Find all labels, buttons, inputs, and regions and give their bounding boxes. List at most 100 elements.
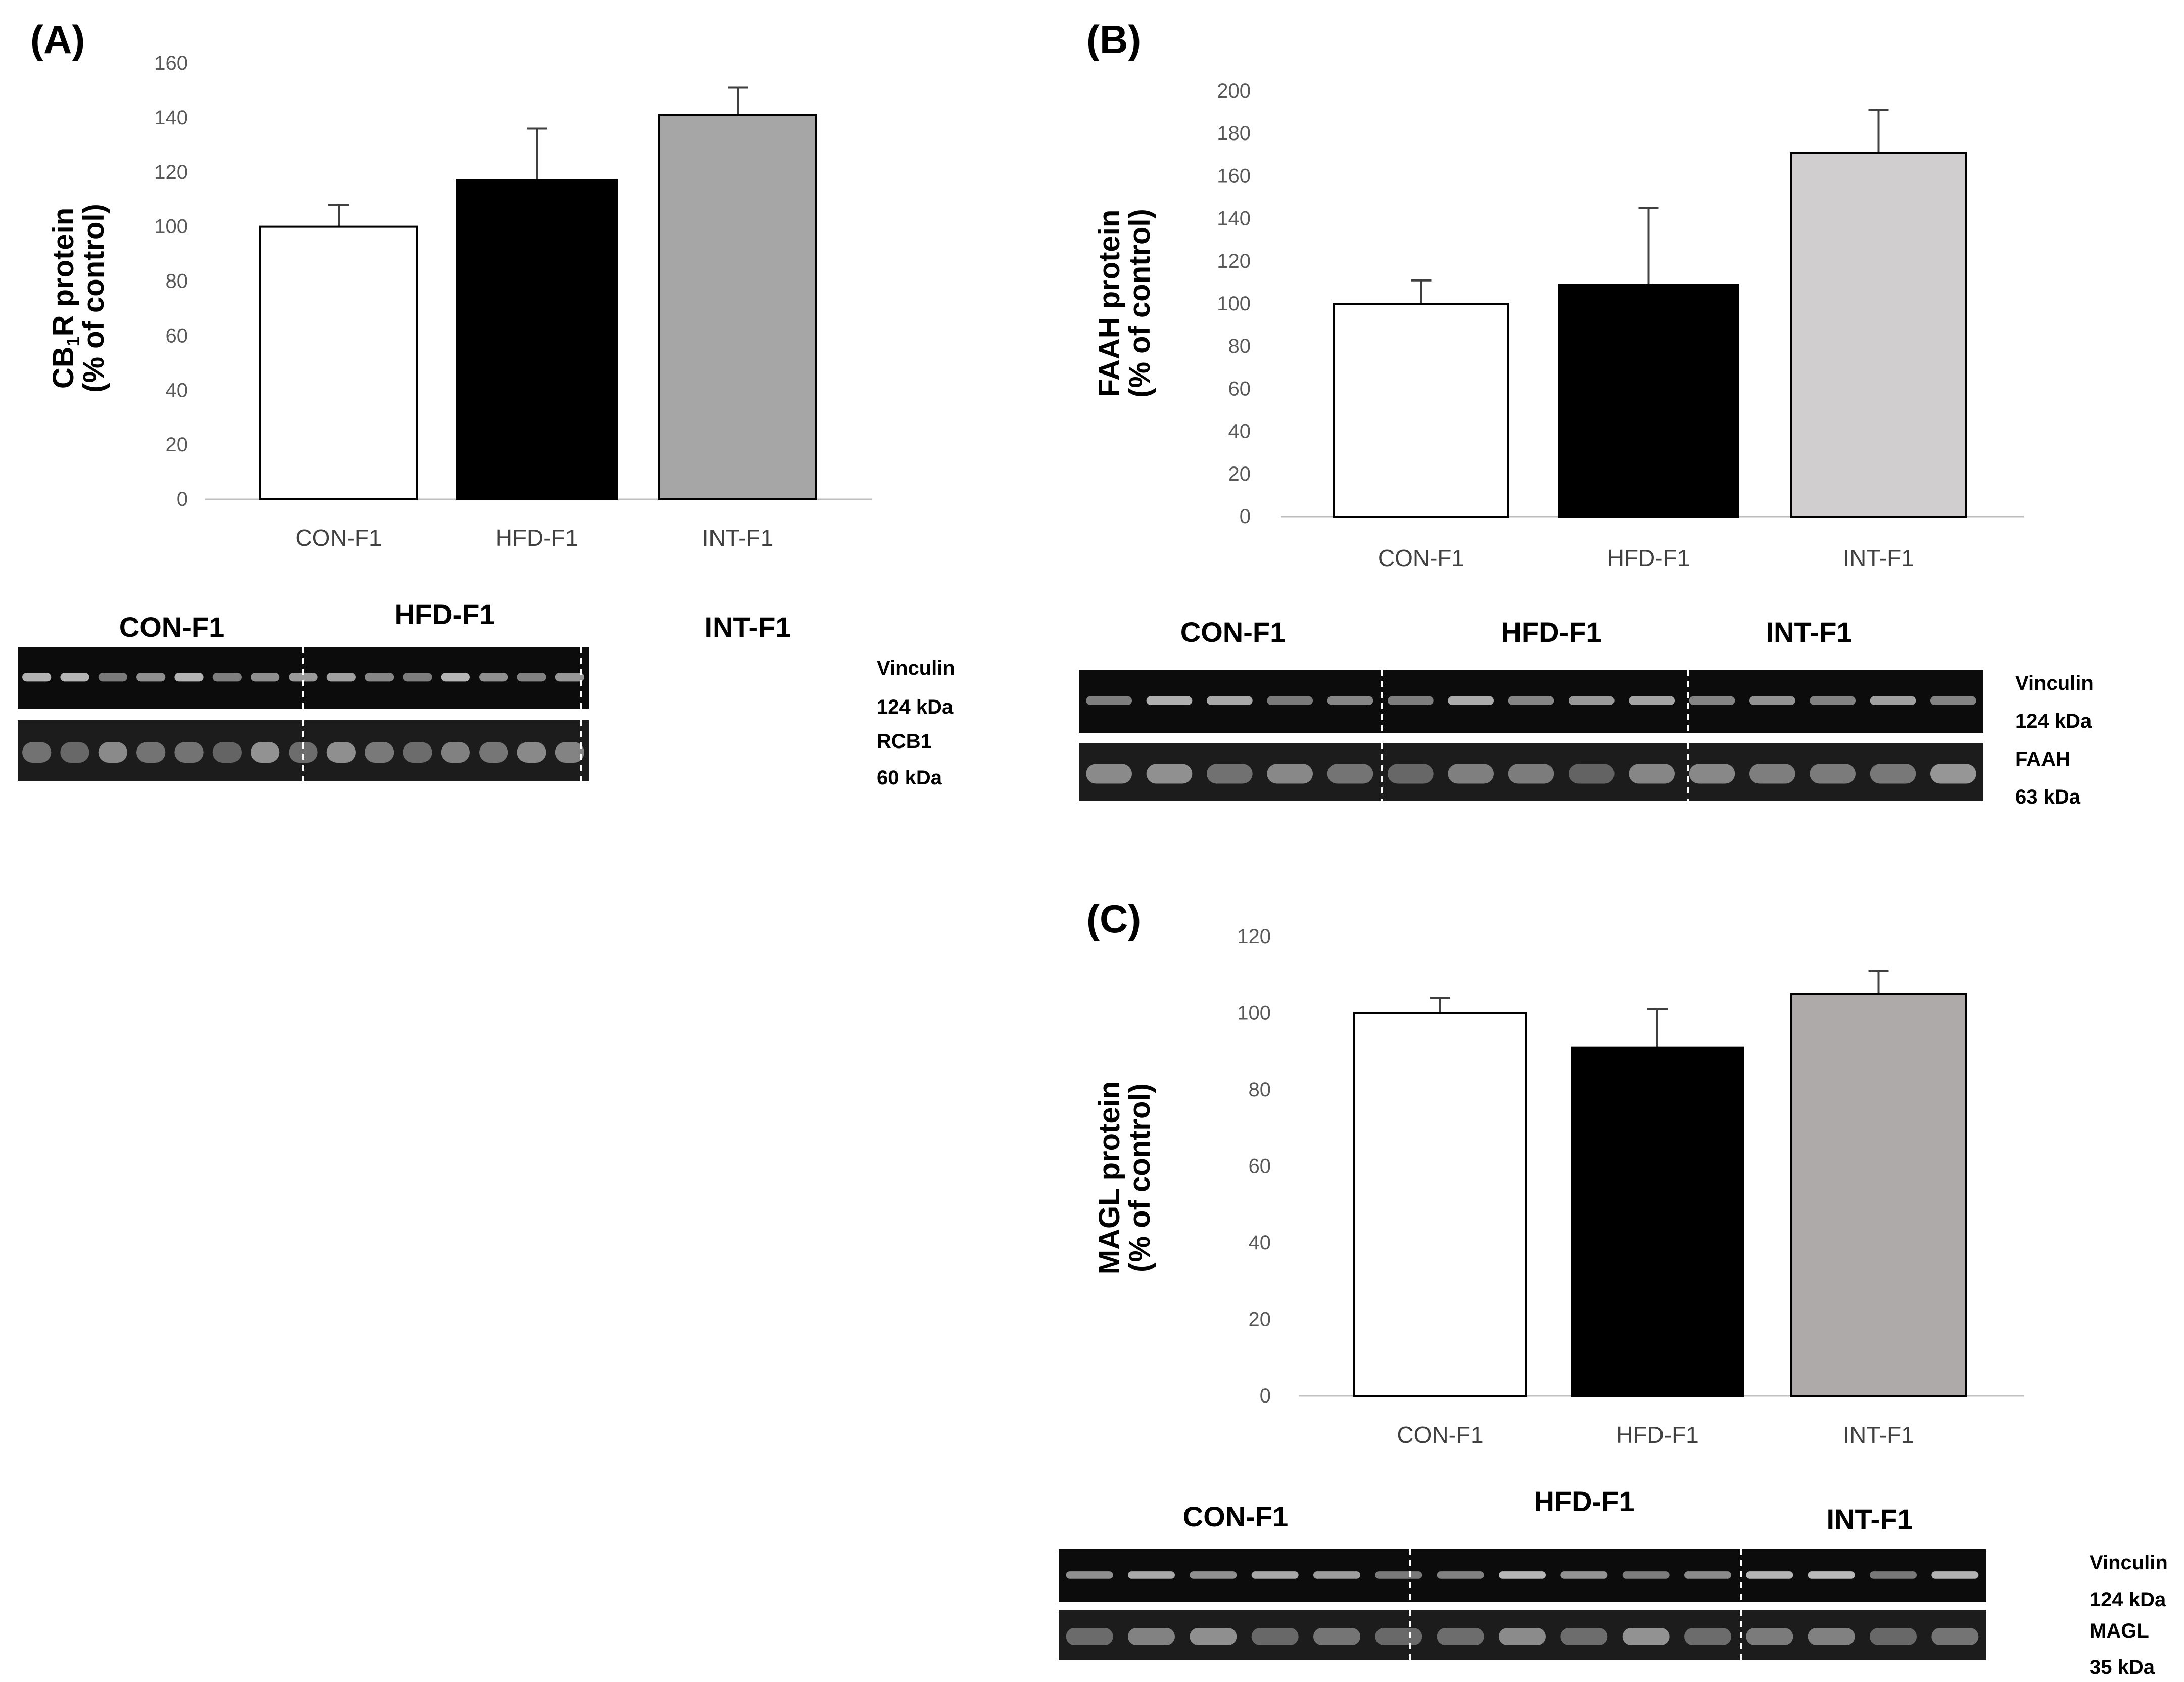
y-tick-label: 0 [177,488,188,510]
blot-band [1146,764,1193,784]
blot-band [365,673,394,682]
bar [259,225,418,500]
blot-band [1930,696,1976,705]
y-tick-label: 140 [154,107,188,129]
y-axis-title-line2: (% of control) [1123,209,1156,398]
blot-band [22,742,52,763]
blot-band [1684,1571,1731,1579]
blot-group-label: HFD-F1 [1534,1485,1634,1517]
blot-band [1206,696,1253,705]
blot-band [1190,1571,1237,1579]
blot-band [1746,1628,1793,1645]
panel-a: (A) 0 20 40 60 80 100 120 140 160 CON-F1 HFD-F1 INT-… [18,17,955,789]
blot-band [1931,1571,1979,1579]
blot-band [212,742,242,763]
blot-band [289,673,318,682]
blot-size-label: 124 kDa [2090,1588,2166,1611]
blot-band [1128,1628,1175,1645]
y-tick-label: 80 [1228,335,1251,357]
blot-band [98,673,127,682]
blot-size-label: 124 kDa [877,696,954,718]
blot-band [174,742,204,763]
blot-band [1870,696,1916,705]
blot-band [1267,764,1313,784]
category-label: INT-F1 [702,525,774,551]
y-tick-label: 20 [1249,1309,1271,1331]
blot-band [1870,1628,1917,1645]
y-axis-title-line2: (% of control) [77,204,110,393]
blot-band [1568,764,1615,784]
blot-band [1629,764,1675,784]
y-tick-label: 200 [1217,80,1251,102]
category-label: INT-F1 [1843,545,1914,571]
blot-band [1684,1628,1731,1645]
blot-protein-label: Vinculin [877,657,955,679]
bar [456,179,618,500]
blot-band [1870,1571,1917,1579]
bar [1333,303,1509,518]
blot-band [251,673,280,682]
blot-band [1560,1628,1608,1645]
blot-band [1327,764,1373,784]
panel-label: (B) [1086,17,1141,62]
blot-size-label: 60 kDa [877,767,942,789]
bar [1790,993,1967,1397]
y-tick-label: 40 [1228,420,1251,443]
blot-size-label: 124 kDa [2015,710,2092,732]
y-axis-title: CB1R protein [47,208,83,389]
blot-band [1622,1571,1670,1579]
blot-band [1749,764,1795,784]
y-tick-label: 160 [154,52,188,74]
y-tick-label: 180 [1217,122,1251,145]
blot-band [1629,696,1675,705]
blot-group-label: HFD-F1 [1501,616,1601,648]
blot-band [22,673,52,682]
y-tick-label: 0 [1260,1385,1271,1407]
blot-band [1086,764,1132,784]
blot-band [326,742,356,763]
panel-b: (B) 0 20 40 60 80 100 120 140 160 180 200 CON-F1 HFD-… [1079,17,2094,808]
y-tick-label: 60 [1249,1155,1271,1178]
blot-band [1622,1628,1670,1645]
y-tick-label: 80 [1249,1079,1271,1101]
blot-band [1066,1571,1113,1579]
y-tick-label: 0 [1240,505,1251,528]
blot-band [441,673,470,682]
blot-band [1267,696,1313,705]
blot-size-label: 35 kDa [2090,1656,2155,1678]
blot-band [136,742,166,763]
blot-band [1437,1628,1484,1645]
blot-band [98,742,127,763]
blot-band [441,742,470,763]
blot-band [212,673,242,682]
blot-band [1568,696,1615,705]
blot-band [555,742,584,763]
blot-band [1870,764,1916,784]
blot-band [1746,1571,1793,1579]
blot-band [365,742,394,763]
blot-band [1808,1628,1855,1645]
blot-band [1327,696,1373,705]
blot-band [403,742,432,763]
blot-group-label: CON-F1 [1180,616,1286,648]
blot-group-label: INT-F1 [1766,616,1852,648]
blot-band [1810,696,1856,705]
blot-band [1086,696,1132,705]
blot-band [1375,1628,1422,1645]
y-axis-title-line2: (% of control) [1123,1083,1156,1272]
blot-protein-label: RCB1 [877,730,932,753]
blot-band [1128,1571,1175,1579]
bar [658,114,817,500]
blot-band [1499,1628,1546,1645]
category-label: CON-F1 [295,525,382,551]
blot-band [1808,1571,1855,1579]
category-label: HFD-F1 [1616,1422,1699,1448]
blot-band [1448,764,1494,784]
blot-band [1931,1628,1979,1645]
bar [1353,1012,1527,1397]
blot-band [1448,696,1494,705]
panel-c: (C) 0 20 40 60 80 100 120 CON-F1 HFD-F1 INT-F1 MAGL… [1059,897,2168,1678]
bar [1558,284,1739,518]
category-label: INT-F1 [1843,1422,1914,1448]
